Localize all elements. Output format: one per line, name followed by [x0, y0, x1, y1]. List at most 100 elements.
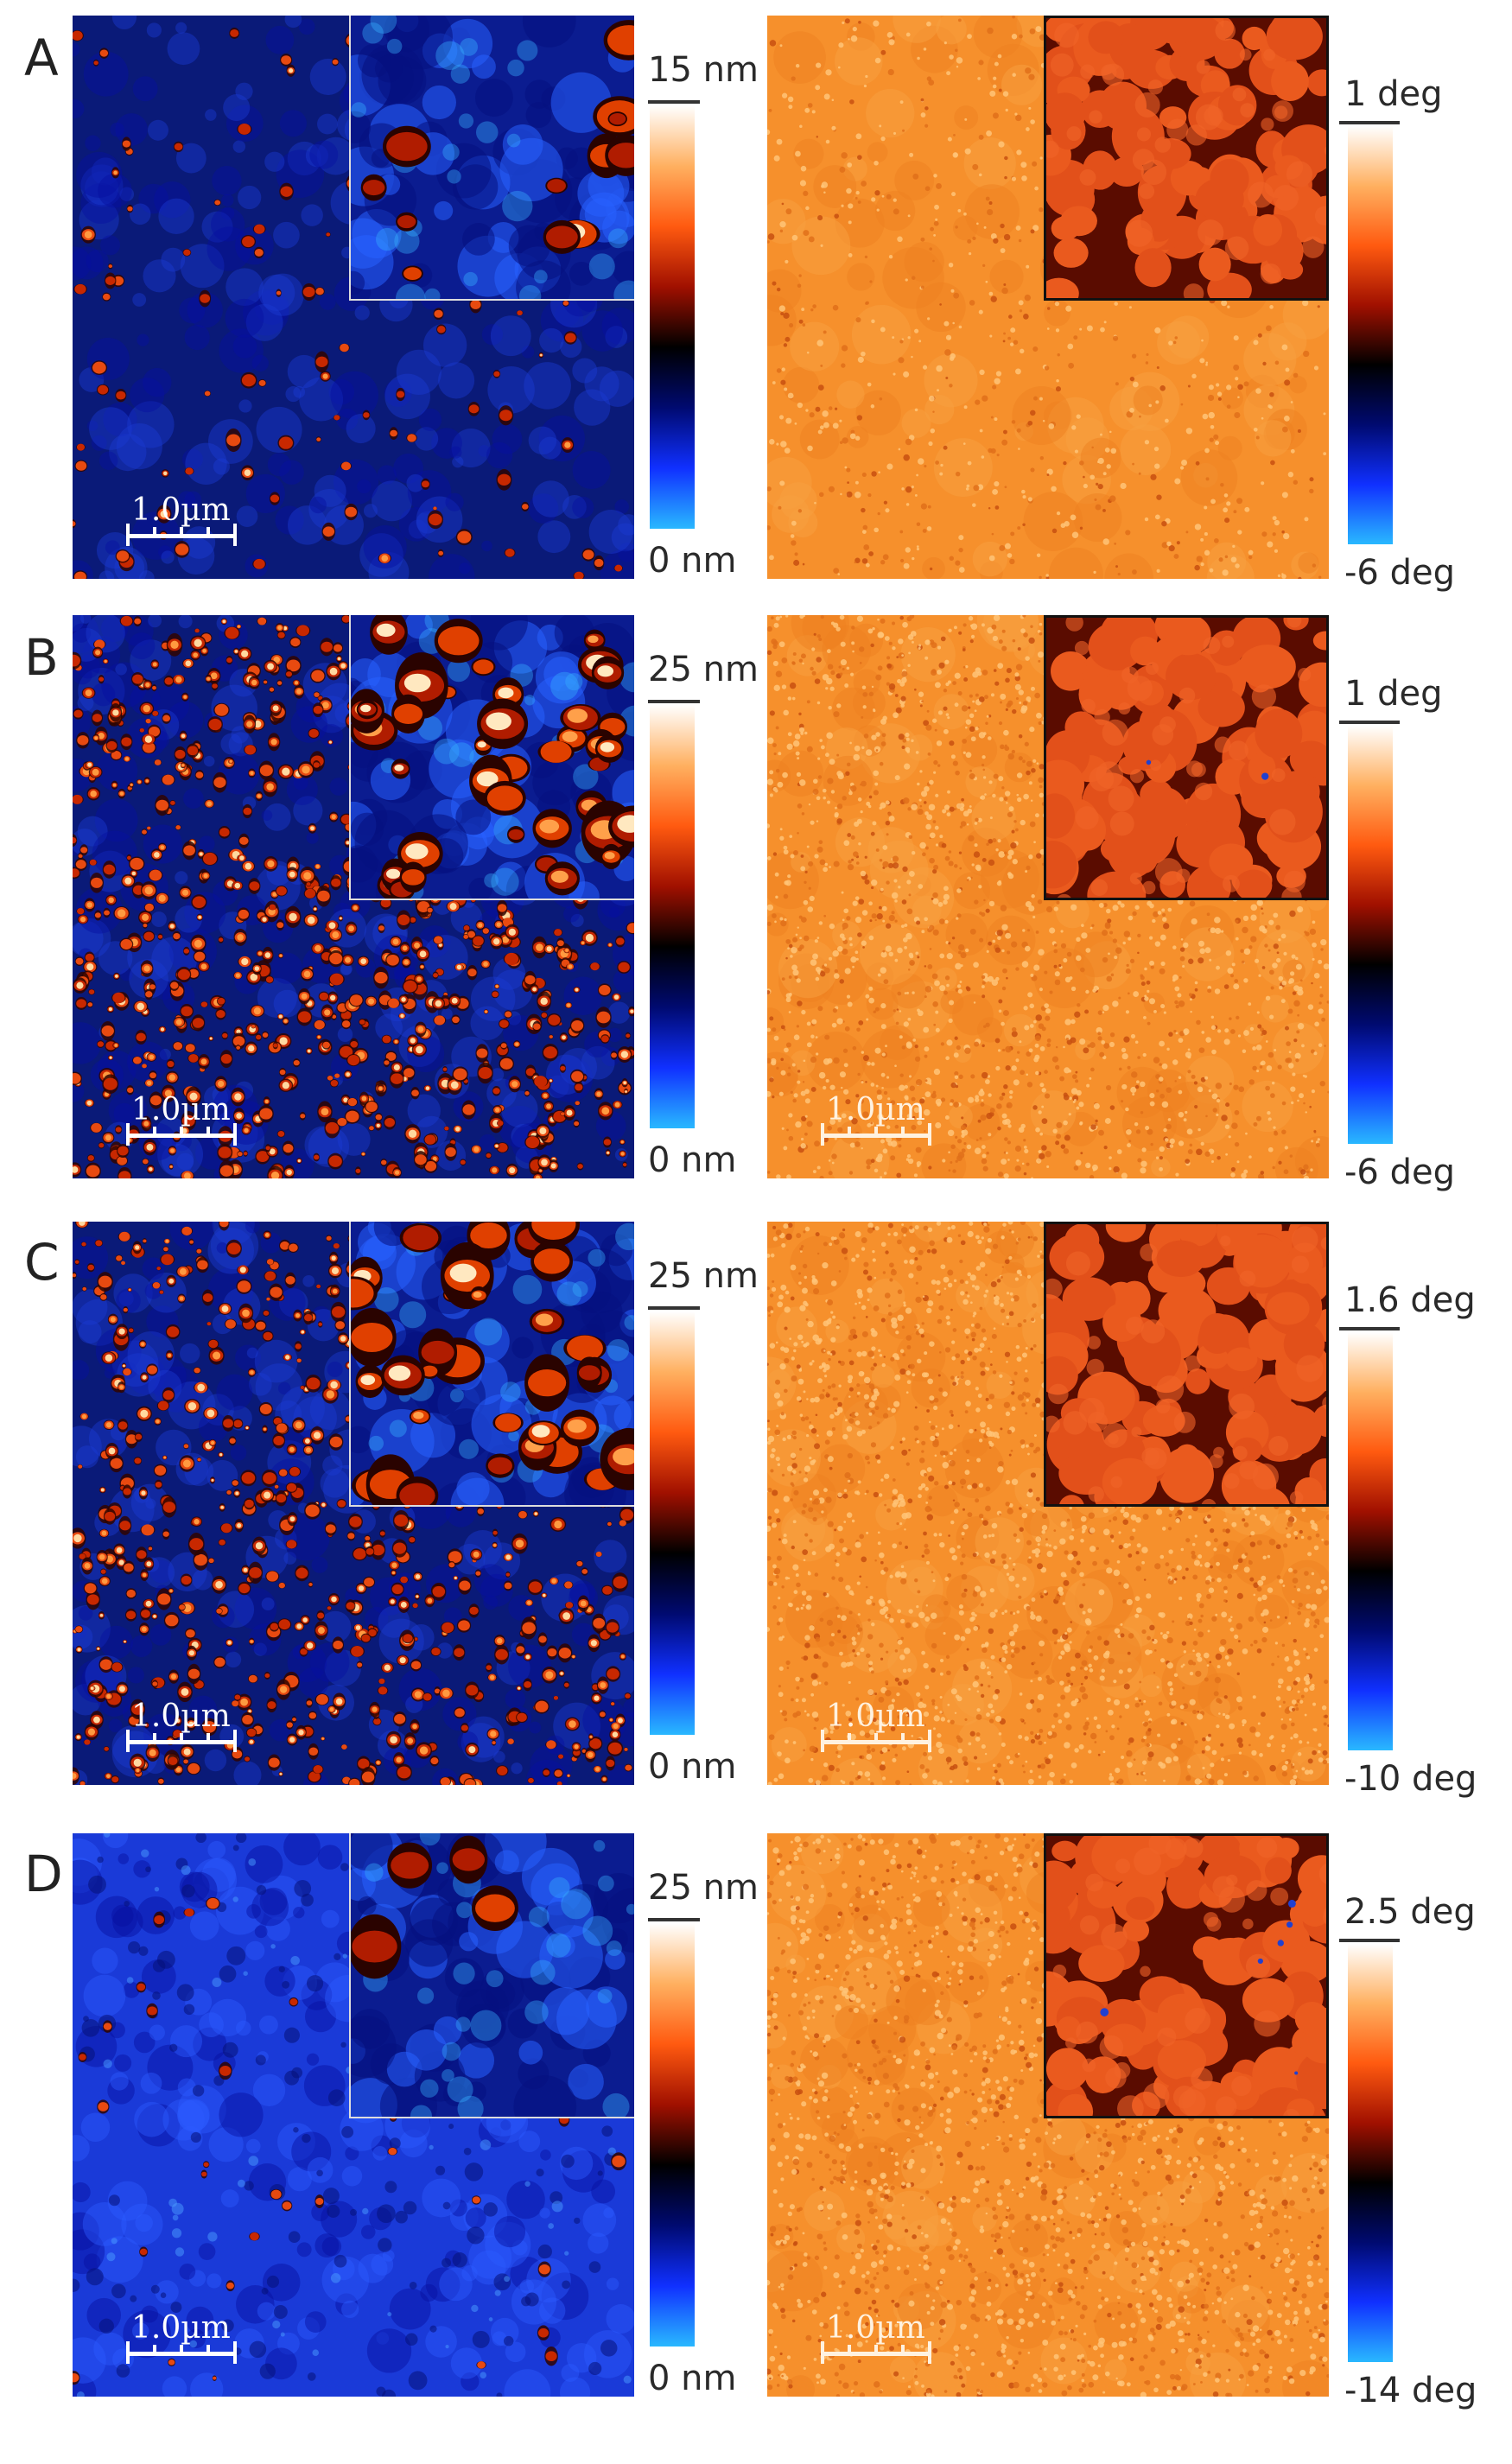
height-colorbar	[650, 1311, 695, 1735]
afm-height-map: 1.0µm	[73, 16, 634, 579]
phase-colorbar-top-tick	[1339, 121, 1400, 124]
height-map-inset	[349, 1833, 634, 2118]
phase-inset-texture	[1046, 618, 1326, 898]
afm-phase-map: 1.0µm	[767, 1833, 1329, 2397]
phase-scalebar-tick	[848, 2345, 851, 2355]
phase-scalebar-tick	[821, 2341, 824, 2364]
phase-scalebar-tick	[821, 1123, 824, 1146]
height-scalebar-tick	[180, 1733, 183, 1743]
phase-scalebar-tick	[874, 1127, 878, 1137]
height-colorbar-min-label: 0 nm	[648, 1747, 737, 1787]
height-scalebar-label: 1.0µm	[131, 492, 231, 528]
height-scalebar-label: 1.0µm	[131, 2310, 231, 2346]
phase-inset-texture	[1046, 1836, 1326, 2116]
phase-map-inset	[1044, 1833, 1329, 2118]
phase-scalebar-tick	[874, 1733, 878, 1743]
height-scalebar: 1.0µm	[126, 1699, 247, 1759]
height-scalebar-tick	[206, 527, 210, 537]
phase-colorbar-top-tick	[1339, 1327, 1400, 1330]
phase-inset-texture	[1046, 18, 1326, 298]
height-scalebar-tick	[153, 527, 156, 537]
afm-phase-map: 1.0µm	[767, 16, 1329, 579]
height-scalebar: 1.0µm	[126, 2310, 247, 2371]
phase-colorbar-min-label: -10 deg	[1344, 1759, 1477, 1799]
height-scalebar-tick	[126, 2341, 130, 2364]
phase-colorbar-top-tick	[1339, 721, 1400, 724]
afm-height-map: 1.0µm	[73, 615, 634, 1178]
phase-colorbar-min-label: -6 deg	[1344, 1153, 1455, 1192]
phase-scalebar-tick	[848, 1127, 851, 1137]
height-colorbar-max-label: 25 nm	[648, 1256, 759, 1296]
phase-scalebar-label: 1.0µm	[826, 1699, 925, 1734]
panel-letter: C	[24, 1233, 60, 1292]
figure-panel-row: A 1.0µm 15 nm 0 nm	[0, 16, 1512, 603]
phase-scalebar-tick	[848, 1733, 851, 1743]
phase-scalebar-tick	[901, 1127, 905, 1137]
height-scalebar-tick	[153, 2345, 156, 2355]
phase-scalebar: 1.0µm	[821, 2310, 942, 2371]
height-scalebar-tick	[233, 2341, 237, 2364]
height-scalebar-tick	[153, 1733, 156, 1743]
height-scalebar-tick	[180, 527, 183, 537]
phase-colorbar	[1348, 726, 1393, 1144]
figure-panel-row: D 1.0µm 25 nm 0 nm	[0, 1833, 1512, 2421]
afm-height-map: 1.0µm	[73, 1833, 634, 2397]
height-map-inset	[349, 16, 634, 301]
phase-scalebar: 1.0µm	[821, 1092, 942, 1153]
height-scalebar-label: 1.0µm	[131, 1092, 231, 1127]
height-scalebar-tick	[126, 1123, 130, 1146]
panel-letter: D	[24, 1845, 63, 1903]
height-inset-texture	[351, 615, 634, 899]
phase-scalebar-tick	[928, 2341, 931, 2364]
phase-colorbar-max-label: 1 deg	[1344, 74, 1443, 114]
afm-height-map: 1.0µm	[73, 1222, 634, 1785]
height-scalebar-tick	[233, 1123, 237, 1146]
height-scalebar-tick	[180, 1127, 183, 1137]
height-colorbar-min-label: 0 nm	[648, 541, 737, 581]
height-colorbar-top-tick	[648, 700, 700, 703]
height-colorbar	[650, 105, 695, 529]
phase-map-inset	[1044, 1222, 1329, 1507]
height-scalebar-tick	[126, 1730, 130, 1752]
phase-colorbar-top-tick	[1339, 1939, 1400, 1942]
phase-colorbar-min-label: -14 deg	[1344, 2371, 1477, 2410]
height-colorbar-min-label: 0 nm	[648, 2359, 737, 2398]
height-scalebar-tick	[180, 2345, 183, 2355]
height-scalebar-tick	[126, 524, 130, 546]
phase-colorbar-max-label: 1.6 deg	[1344, 1280, 1476, 1320]
height-map-inset	[349, 1222, 634, 1507]
height-inset-texture	[351, 1222, 634, 1505]
phase-scalebar-tick	[928, 1730, 931, 1752]
phase-scalebar-tick	[901, 1733, 905, 1743]
afm-phase-map: 1.0µm	[767, 615, 1329, 1178]
panel-letter: B	[24, 628, 59, 687]
height-scalebar-tick	[206, 1127, 210, 1137]
phase-colorbar	[1348, 1332, 1393, 1750]
height-colorbar-top-tick	[648, 1918, 700, 1921]
height-colorbar-top-tick	[648, 100, 700, 104]
figure-panel-row: B 1.0µm 25 nm 0 nm	[0, 615, 1512, 1203]
figure-panel-row: C 1.0µm 25 nm 0 nm	[0, 1222, 1512, 1809]
height-inset-texture	[351, 1833, 634, 2117]
height-scalebar-tick	[206, 1733, 210, 1743]
phase-scalebar-tick	[901, 2345, 905, 2355]
height-colorbar-max-label: 25 nm	[648, 1868, 759, 1908]
phase-scalebar-label: 1.0µm	[826, 2310, 925, 2346]
phase-colorbar-max-label: 2.5 deg	[1344, 1892, 1476, 1932]
height-colorbar-max-label: 15 nm	[648, 50, 759, 90]
phase-colorbar-max-label: 1 deg	[1344, 674, 1443, 714]
height-map-inset	[349, 615, 634, 900]
phase-colorbar	[1348, 126, 1393, 544]
afm-phase-map: 1.0µm	[767, 1222, 1329, 1785]
height-scalebar: 1.0µm	[126, 492, 247, 553]
phase-scalebar-label: 1.0µm	[826, 1092, 925, 1127]
height-colorbar	[650, 1923, 695, 2347]
phase-scalebar-tick	[821, 1730, 824, 1752]
height-scalebar-tick	[153, 1127, 156, 1137]
phase-map-inset	[1044, 16, 1329, 301]
phase-colorbar-min-label: -6 deg	[1344, 553, 1455, 593]
height-scalebar: 1.0µm	[126, 1092, 247, 1153]
height-colorbar	[650, 705, 695, 1128]
phase-inset-texture	[1046, 1224, 1326, 1504]
panel-letter: A	[24, 29, 59, 87]
